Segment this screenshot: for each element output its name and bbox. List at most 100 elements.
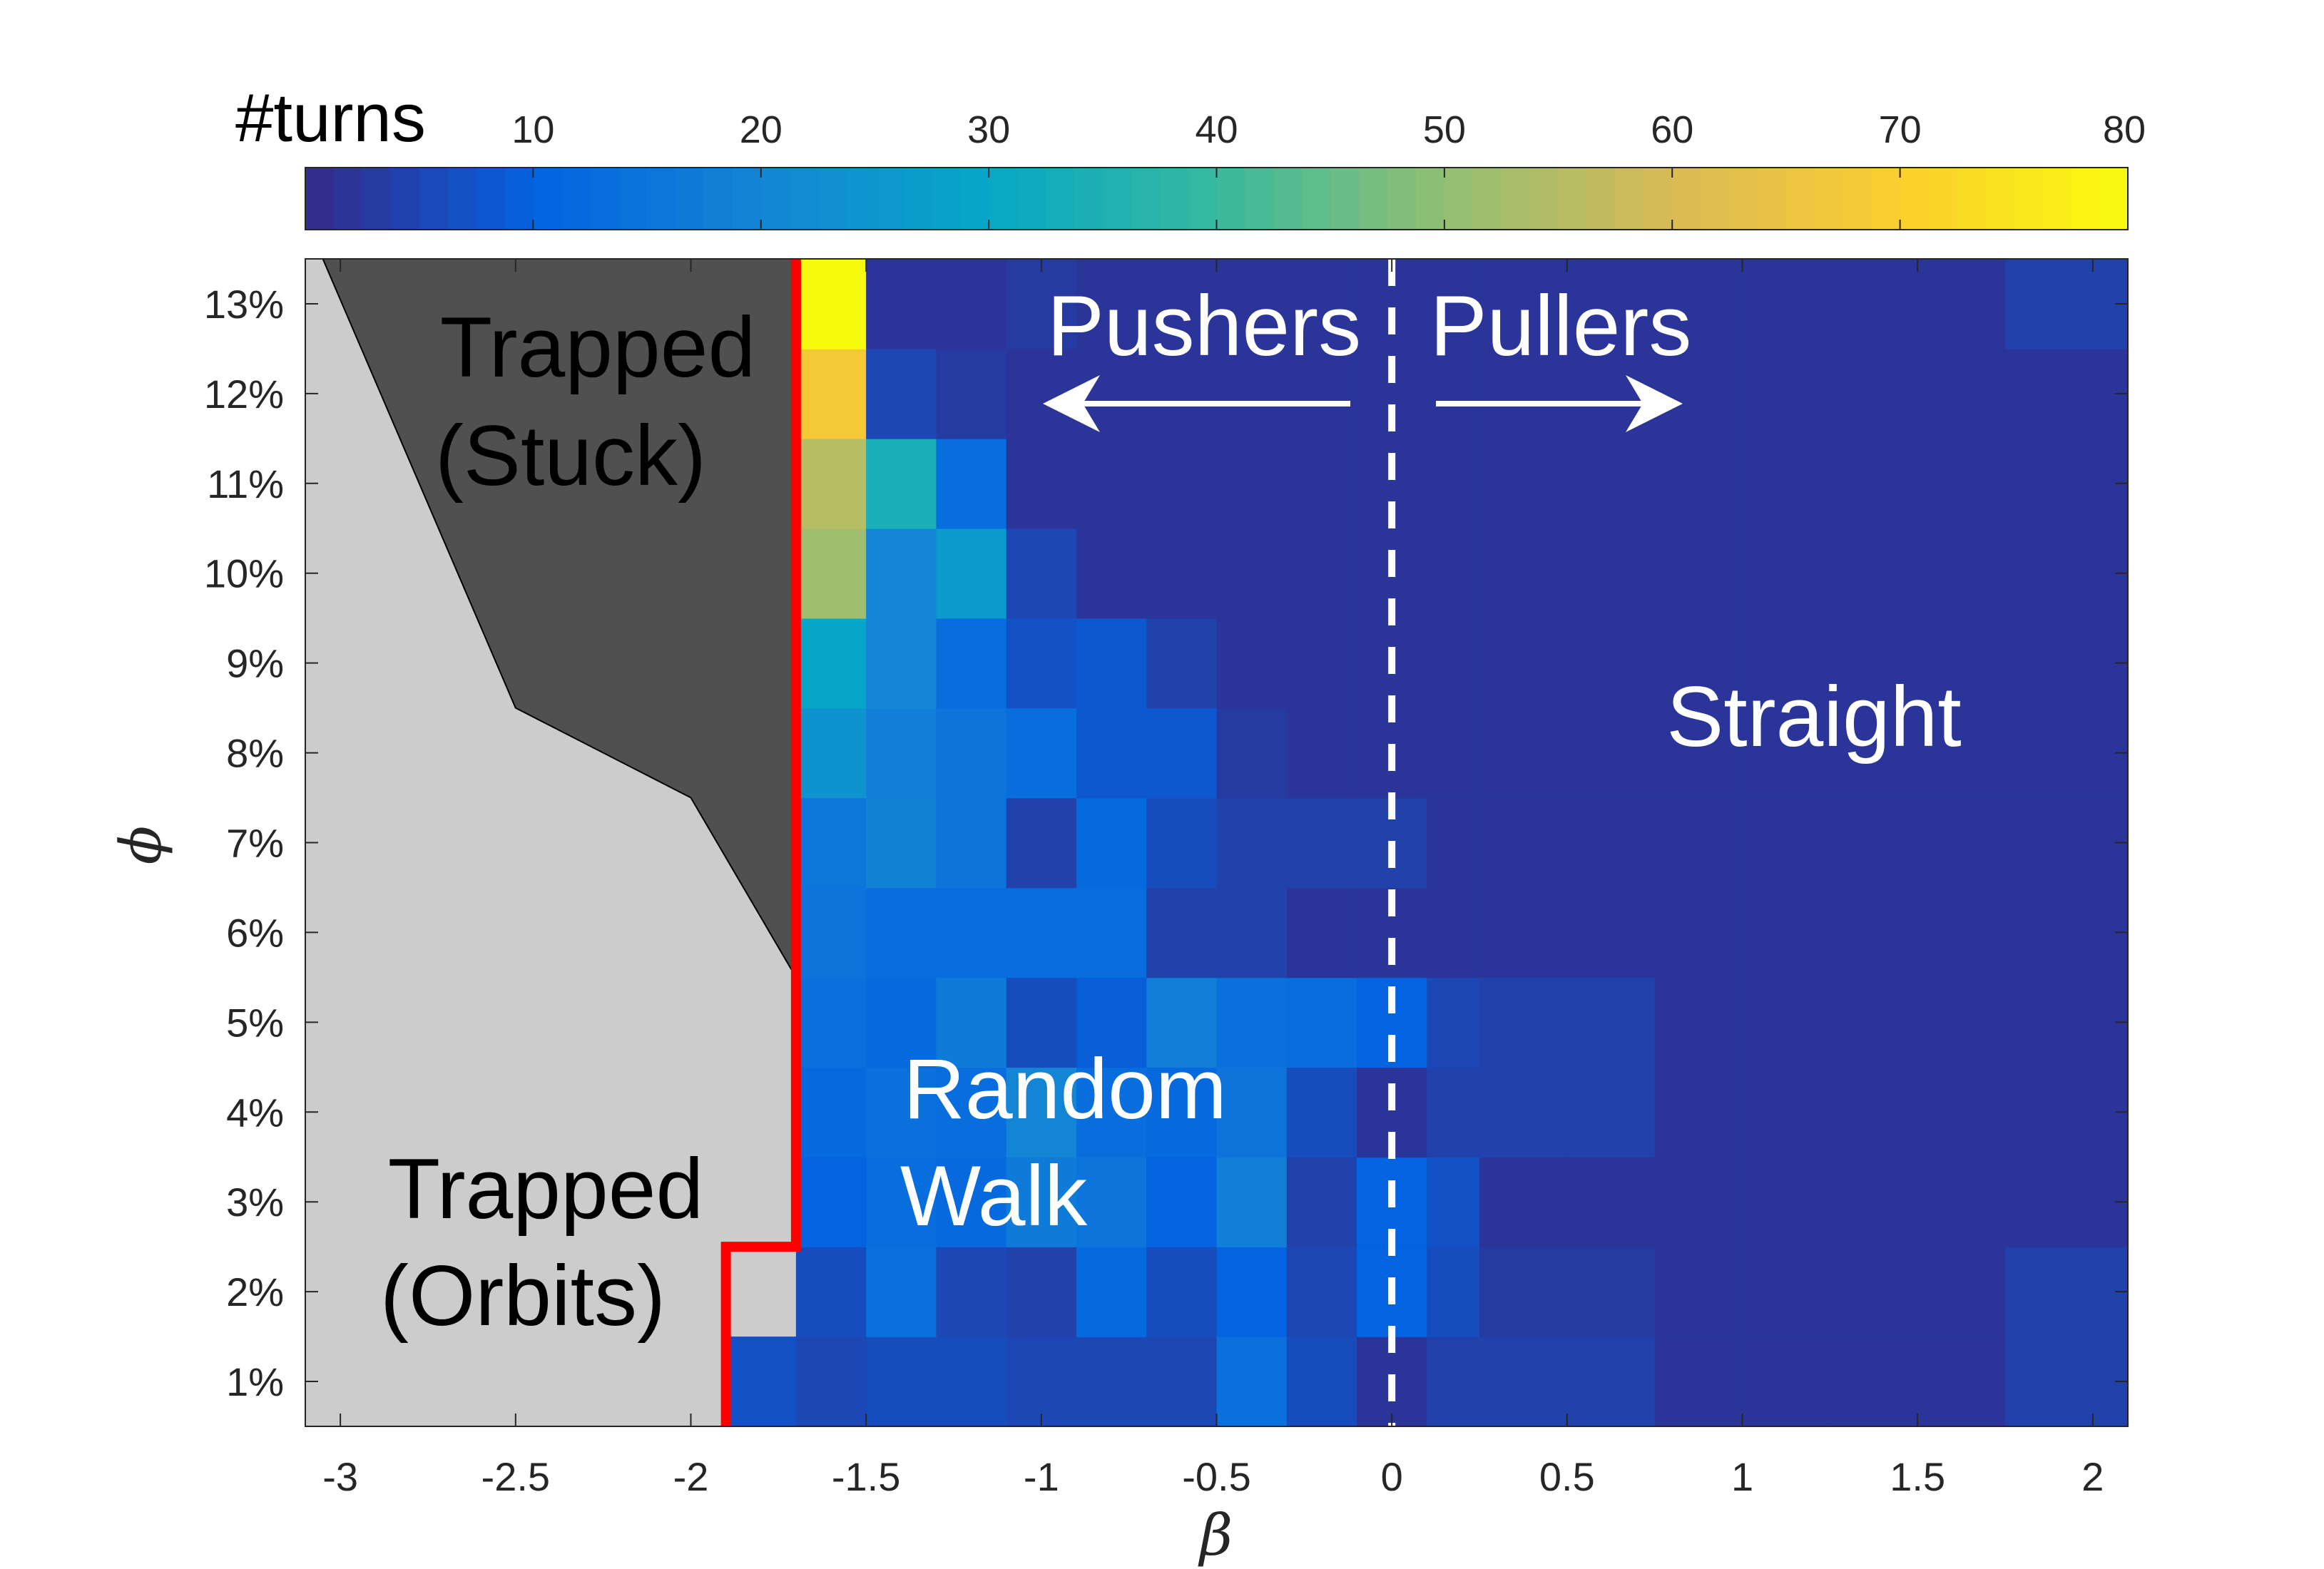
- colorbar-step: [2099, 168, 2129, 230]
- heatmap-cell: [1076, 528, 1148, 619]
- heatmap-cell: [1216, 1157, 1288, 1247]
- heatmap-cell: [1742, 1247, 1831, 1337]
- colorbar-step: [447, 168, 477, 230]
- colorbar-step: [703, 168, 733, 230]
- heatmap-cell: [1742, 438, 1831, 529]
- heatmap-cell: [866, 438, 937, 529]
- colorbar-step: [1785, 168, 1815, 230]
- y-tick-label: 1%: [226, 1359, 284, 1404]
- colorbar-step: [2014, 168, 2043, 230]
- colorbar-step: [1273, 168, 1303, 230]
- random-walk-label-line2: Walk: [900, 1148, 1088, 1244]
- colorbar-step: [647, 168, 676, 230]
- heatmap-cell: [1286, 1157, 1357, 1247]
- colorbar-step: [817, 168, 847, 230]
- colorbar-step: [362, 168, 392, 230]
- heatmap-cell: [1427, 1067, 1480, 1158]
- heatmap-cell: [1076, 1157, 1148, 1247]
- colorbar-step: [1586, 168, 1616, 230]
- heatmap-cell: [1006, 977, 1077, 1068]
- heatmap-cell: [1286, 259, 1357, 349]
- colorbar-step: [1701, 168, 1730, 230]
- heatmap-cell: [795, 887, 867, 978]
- y-tick-label: 7%: [226, 821, 284, 866]
- heatmap-cell: [1479, 618, 1568, 709]
- heatmap-cell: [1427, 797, 1480, 889]
- colorbar-step: [1245, 168, 1274, 230]
- heatmap-cell: [1146, 887, 1218, 978]
- heatmap-cell: [1566, 1337, 1656, 1427]
- colorbar-step: [1159, 168, 1189, 230]
- x-tick-label: -1.5: [832, 1454, 901, 1499]
- heatmap-cell: [1917, 528, 2006, 619]
- colorbar-step: [1472, 168, 1502, 230]
- colorbar-step: [1814, 168, 1844, 230]
- heatmap-cell: [1917, 977, 2006, 1068]
- y-tick-label: 2%: [226, 1269, 284, 1314]
- heatmap-cell: [1742, 1067, 1831, 1158]
- heatmap-cell: [795, 259, 867, 349]
- heatmap-cell: [866, 348, 937, 439]
- heatmap-cell: [1146, 1247, 1218, 1337]
- x-tick-label: 0: [1381, 1454, 1403, 1499]
- colorbar-step: [1387, 168, 1417, 230]
- heatmap-cell: [866, 618, 937, 709]
- heatmap-cell: [1427, 259, 1480, 349]
- x-tick-label: 0.5: [1539, 1454, 1595, 1499]
- heatmap-cell: [1830, 1337, 1918, 1427]
- heatmap-cell: [1830, 977, 1918, 1068]
- heatmap-cell: [1654, 887, 1743, 978]
- heatmap-cell: [1654, 977, 1743, 1068]
- heatmap-cell: [1286, 528, 1357, 619]
- colorbar-step: [1871, 168, 1901, 230]
- stuck-label-line2: (Stuck): [435, 408, 706, 504]
- colorbar-step: [1729, 168, 1758, 230]
- heatmap-cell: [795, 707, 867, 799]
- colorbar-step: [789, 168, 819, 230]
- colorbar-tick-label: 10: [511, 108, 554, 151]
- x-tick-label: -2.5: [481, 1454, 551, 1499]
- heatmap-cell: [1742, 528, 1831, 619]
- colorbar-tick-label: 40: [1195, 108, 1238, 151]
- colorbar-step: [590, 168, 619, 230]
- y-tick-label: 12%: [204, 372, 284, 416]
- orbits-label-line2: (Orbits): [380, 1248, 666, 1344]
- heatmap-cell: [1479, 1157, 1568, 1247]
- heatmap-cell: [2005, 977, 2129, 1068]
- heatmap-cell: [1742, 259, 1831, 349]
- heatmap-cell: [1286, 887, 1357, 978]
- heatmap-cell: [1917, 797, 2006, 889]
- heatmap-cell: [1917, 1337, 2006, 1427]
- heatmap-cell: [2005, 259, 2129, 349]
- colorbar-step: [1558, 168, 1588, 230]
- heatmap-cell: [1146, 618, 1218, 709]
- heatmap-cell: [2005, 1247, 2129, 1337]
- heatmap-cell: [1654, 438, 1743, 529]
- heatmap-cell: [936, 528, 1007, 619]
- heatmap-cell: [1742, 348, 1831, 439]
- x-tick-label: -0.5: [1182, 1454, 1251, 1499]
- heatmap-cell: [936, 797, 1007, 889]
- heatmap-cell: [1006, 1247, 1077, 1337]
- heatmap-cell: [1286, 348, 1357, 439]
- colorbar-ticks: 10 20 30 40 50 60 70 80: [511, 108, 2146, 230]
- colorbar-gradient: [305, 168, 2129, 230]
- heatmap-cell: [1146, 1337, 1218, 1427]
- heatmap-cell: [936, 348, 1007, 439]
- heatmap-cell: [1830, 528, 1918, 619]
- x-axis-label: β: [1198, 1502, 1233, 1568]
- heatmap-cell: [866, 797, 937, 889]
- heatmap-cell: [795, 618, 867, 709]
- heatmap-cell: [1286, 1067, 1357, 1158]
- heatmap-cell: [936, 1067, 1007, 1158]
- colorbar-tick-label: 20: [740, 108, 783, 151]
- colorbar-step: [333, 168, 363, 230]
- colorbar-step: [2042, 168, 2071, 230]
- colorbar-step: [1758, 168, 1787, 230]
- heatmap-cell: [1917, 348, 2006, 439]
- heatmap-cell: [1742, 707, 1831, 799]
- colorbar-step: [1529, 168, 1559, 230]
- colorbar-step: [1302, 168, 1331, 230]
- heatmap-cell: [1216, 797, 1288, 889]
- heatmap-cell: [1427, 528, 1480, 619]
